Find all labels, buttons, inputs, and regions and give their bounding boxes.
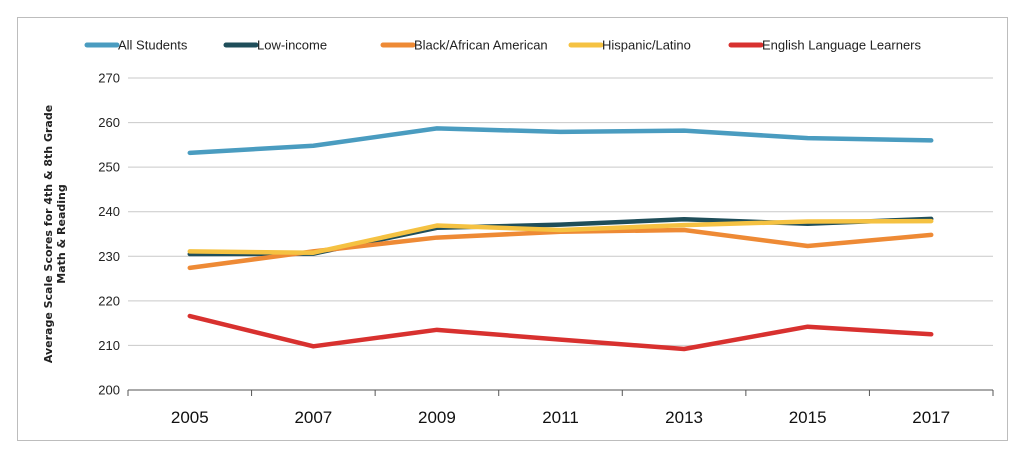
series-line-english-language-learners — [187, 313, 934, 352]
y-tick-label: 260 — [98, 115, 120, 130]
series-line-all-students — [187, 126, 934, 156]
series-lines — [187, 126, 934, 352]
y-tick-label: 220 — [98, 293, 120, 308]
y-axis-label-line: Math & Reading — [55, 184, 68, 283]
y-tick-label: 230 — [98, 249, 120, 264]
y-axis-label-line: Average Scale Scores for 4th & 8th Grade — [42, 105, 55, 363]
legend-label-low-income: Low-income — [257, 38, 327, 53]
legend-label-english-language-learners: English Language Learners — [762, 38, 922, 53]
x-tick-label: 2009 — [418, 408, 456, 427]
x-tick-label: 2007 — [294, 408, 332, 427]
legend-label-all-students: All Students — [118, 38, 188, 53]
x-tick-label: 2005 — [171, 408, 209, 427]
y-tick-label: 200 — [98, 383, 120, 398]
legend-label-black-african-american: Black/African American — [414, 38, 548, 53]
series-line-black-african-american — [187, 227, 934, 271]
x-tick-labels: 2005 2007 2009 2011 2013 2015 2017 — [171, 408, 950, 427]
y-axis-label: Average Scale Scores for 4th & 8th Grade… — [42, 105, 68, 363]
legend-label-hispanic-latino: Hispanic/Latino — [602, 38, 691, 53]
x-tick-label: 2017 — [912, 408, 950, 427]
legend: All Students Low-income Black/African Amer… — [84, 38, 922, 53]
y-tick-label: 250 — [98, 160, 120, 175]
x-tick-label: 2011 — [542, 408, 579, 427]
y-tick-label: 270 — [98, 71, 120, 86]
y-tick-labels: 200 210 220 230 240 250 260 270 — [98, 71, 120, 398]
y-tick-label: 240 — [98, 204, 120, 219]
x-axis — [127, 389, 994, 396]
x-tick-label: 2015 — [789, 408, 827, 427]
y-tick-label: 210 — [98, 338, 120, 353]
series-line-low-income — [187, 216, 934, 257]
x-tick-label: 2013 — [665, 408, 703, 427]
